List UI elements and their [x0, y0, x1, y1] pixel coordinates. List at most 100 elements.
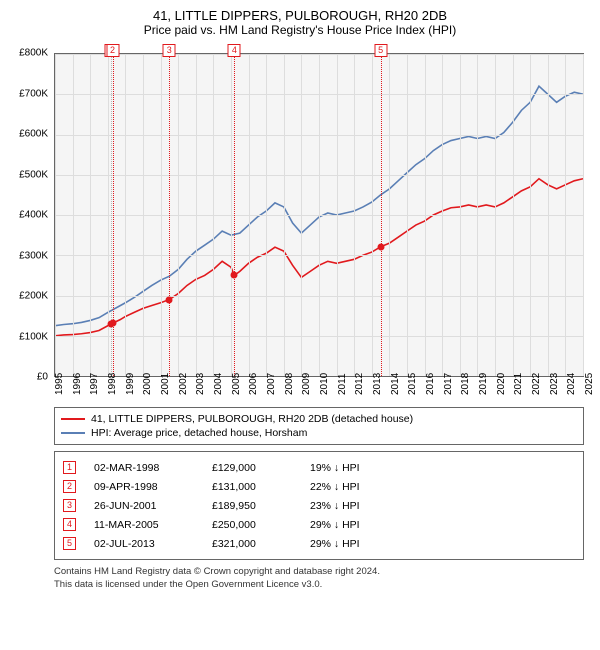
- chart-title: 41, LITTLE DIPPERS, PULBOROUGH, RH20 2DB: [10, 8, 590, 23]
- marker-box: 3: [163, 44, 176, 57]
- x-tick-label: 1996: [72, 373, 83, 395]
- transaction-marker: 2: [63, 480, 76, 493]
- x-tick-label: 2018: [460, 373, 471, 395]
- x-tick-label: 2021: [513, 373, 524, 395]
- marker-box: 2: [106, 44, 119, 57]
- transaction-price: £131,000: [212, 481, 292, 493]
- gridline: [213, 54, 214, 376]
- legend: 41, LITTLE DIPPERS, PULBOROUGH, RH20 2DB…: [54, 407, 584, 445]
- transaction-price: £321,000: [212, 538, 292, 550]
- transaction-row: 502-JUL-2013£321,00029% ↓ HPI: [63, 534, 575, 553]
- x-tick-label: 2012: [354, 373, 365, 395]
- gridline: [477, 54, 478, 376]
- x-tick-label: 1997: [89, 373, 100, 395]
- gridline: [389, 54, 390, 376]
- gridline: [460, 54, 461, 376]
- transaction-date: 02-JUL-2013: [94, 538, 194, 550]
- y-axis: £0£100K£200K£300K£400K£500K£600K£700K£80…: [10, 53, 52, 377]
- plot-area: 12345: [54, 53, 584, 377]
- transaction-date: 11-MAR-2005: [94, 519, 194, 531]
- y-tick-label: £800K: [19, 48, 48, 59]
- legend-swatch: [61, 418, 85, 420]
- x-tick-label: 2023: [549, 373, 560, 395]
- footer-line: This data is licensed under the Open Gov…: [54, 579, 584, 592]
- gridline: [266, 54, 267, 376]
- gridline: [161, 54, 162, 376]
- marker-dot: [109, 320, 116, 327]
- transaction-marker: 5: [63, 537, 76, 550]
- gridline: [337, 54, 338, 376]
- x-tick-label: 2009: [301, 373, 312, 395]
- transaction-row: 326-JUN-2001£189,95023% ↓ HPI: [63, 496, 575, 515]
- gridline: [319, 54, 320, 376]
- marker-dot: [166, 296, 173, 303]
- transaction-row: 2 09-APR-1998 £131,000 22% ↓ HPI: [63, 477, 575, 496]
- x-tick-label: 2003: [195, 373, 206, 395]
- x-tick-label: 2011: [337, 373, 348, 395]
- gridline: [196, 54, 197, 376]
- transaction-diff: 22% ↓ HPI: [310, 481, 400, 493]
- gridline: [178, 54, 179, 376]
- x-tick-label: 2010: [319, 373, 330, 395]
- legend-label: 41, LITTLE DIPPERS, PULBOROUGH, RH20 2DB…: [91, 413, 413, 425]
- transaction-date: 02-MAR-1998: [94, 462, 194, 474]
- legend-item-hpi: HPI: Average price, detached house, Hors…: [61, 426, 577, 440]
- x-tick-label: 2016: [425, 373, 436, 395]
- gridline: [513, 54, 514, 376]
- transaction-price: £250,000: [212, 519, 292, 531]
- transaction-date: 09-APR-1998: [94, 481, 194, 493]
- x-tick-label: 2000: [142, 373, 153, 395]
- gridline: [55, 54, 56, 376]
- footer-attribution: Contains HM Land Registry data © Crown c…: [54, 566, 584, 592]
- transaction-marker: 3: [63, 499, 76, 512]
- transaction-marker: 4: [63, 518, 76, 531]
- legend-swatch: [61, 432, 85, 434]
- transaction-row: 102-MAR-1998£129,00019% ↓ HPI: [63, 458, 575, 477]
- marker-line: [234, 44, 235, 376]
- transaction-row: 4 11-MAR-2005 £250,000 29% ↓ HPI: [63, 515, 575, 534]
- gridline: [249, 54, 250, 376]
- x-tick-label: 2006: [248, 373, 259, 395]
- chart-area: £0£100K£200K£300K£400K£500K£600K£700K£80…: [54, 43, 584, 403]
- footer-line: Contains HM Land Registry data © Crown c…: [54, 566, 584, 579]
- gridline: [583, 54, 584, 376]
- gridline: [425, 54, 426, 376]
- x-tick-label: 2015: [407, 373, 418, 395]
- y-tick-label: £200K: [19, 291, 48, 302]
- x-tick-label: 2017: [443, 373, 454, 395]
- x-tick-label: 2024: [566, 373, 577, 395]
- x-tick-label: 2005: [231, 373, 242, 395]
- gridline: [73, 54, 74, 376]
- legend-label: HPI: Average price, detached house, Hors…: [91, 427, 307, 439]
- gridline: [442, 54, 443, 376]
- transaction-diff: 23% ↓ HPI: [310, 500, 400, 512]
- x-tick-label: 2020: [496, 373, 507, 395]
- chart-subtitle: Price paid vs. HM Land Registry's House …: [10, 23, 590, 37]
- gridline: [90, 54, 91, 376]
- y-tick-label: £400K: [19, 210, 48, 221]
- x-axis: 1995199619971998199920002001200220032004…: [54, 377, 584, 403]
- gridline: [530, 54, 531, 376]
- gridline: [407, 54, 408, 376]
- gridline: [301, 54, 302, 376]
- y-tick-label: £0: [37, 372, 48, 383]
- y-tick-label: £300K: [19, 250, 48, 261]
- gridline: [284, 54, 285, 376]
- x-tick-label: 2014: [390, 373, 401, 395]
- chart-container: 41, LITTLE DIPPERS, PULBOROUGH, RH20 2DB…: [0, 0, 600, 650]
- x-tick-label: 2008: [284, 373, 295, 395]
- transaction-price: £129,000: [212, 462, 292, 474]
- gridline: [354, 54, 355, 376]
- marker-line: [381, 44, 382, 376]
- transaction-date: 26-JUN-2001: [94, 500, 194, 512]
- gridline: [108, 54, 109, 376]
- x-tick-label: 1999: [125, 373, 136, 395]
- y-tick-label: £500K: [19, 169, 48, 180]
- transaction-diff: 29% ↓ HPI: [310, 519, 400, 531]
- x-tick-label: 2007: [266, 373, 277, 395]
- legend-item-property: 41, LITTLE DIPPERS, PULBOROUGH, RH20 2DB…: [61, 412, 577, 426]
- marker-box: 5: [374, 44, 387, 57]
- marker-dot: [231, 272, 238, 279]
- gridline: [231, 54, 232, 376]
- gridline: [565, 54, 566, 376]
